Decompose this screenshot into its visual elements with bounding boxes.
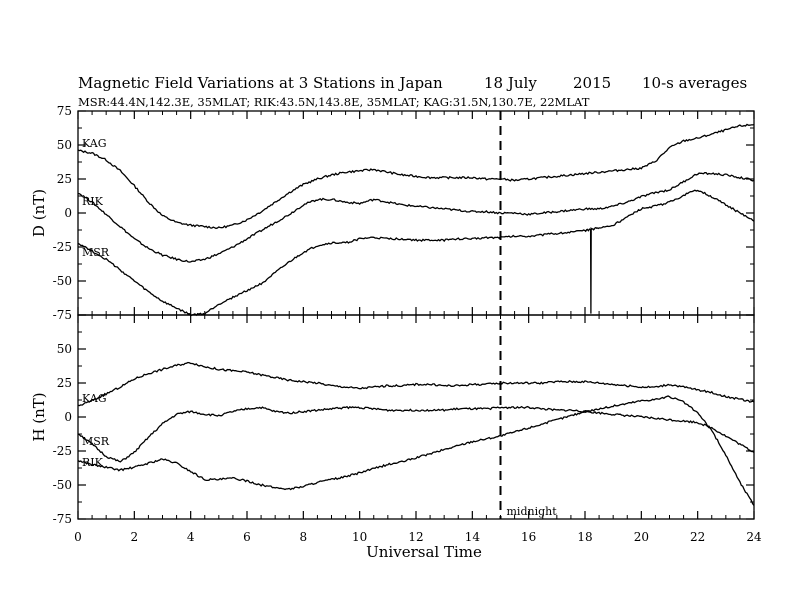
y-tick-label: 0 [64, 410, 72, 424]
chart-title-note: 10-s averages [642, 74, 747, 92]
series-label-rik: RIK [82, 456, 104, 469]
series-line-kag-d [77, 123, 755, 230]
x-tick-label: 20 [634, 530, 649, 544]
series-line-kag-h [77, 361, 755, 407]
x-tick-label: 24 [746, 530, 762, 544]
y-tick-label: 50 [57, 342, 72, 356]
series-layer [77, 123, 755, 506]
chart-title-year: 2015 [573, 74, 611, 92]
y-tick-label: 0 [64, 206, 72, 220]
series-label-kag: KAG [82, 137, 107, 150]
chart-title-date: 18 July [484, 74, 537, 92]
axis-ticks: 0 2 4 6 8 10 12 14 16 18 20 22 247550250-25-50-75502… [53, 104, 762, 544]
x-tick-label: 10 [352, 530, 367, 544]
series-label-msr: MSR [82, 246, 110, 259]
y-tick-label: 25 [57, 376, 72, 390]
x-tick-label: 0 [74, 530, 82, 544]
y-tick-label: 75 [57, 104, 72, 118]
y-axis-label-horizontal: H (nT) [30, 392, 48, 441]
x-tick-label: 4 [187, 530, 195, 544]
chart-title: Magnetic Field Variations at 3 Stations … [78, 74, 443, 92]
y-tick-label: -75 [53, 308, 72, 322]
x-tick-label: 8 [300, 530, 308, 544]
x-tick-label: 12 [408, 530, 423, 544]
series-line-msr-d [77, 189, 755, 317]
y-tick-label: -50 [53, 478, 72, 492]
y-tick-label: -50 [53, 274, 72, 288]
y-tick-label: -25 [53, 240, 72, 254]
chart-subtitle: MSR:44.4N,142.3E, 35MLAT; RIK:43.5N,143.… [78, 95, 590, 109]
series-label-kag: KAG [82, 392, 107, 405]
x-tick-label: 22 [690, 530, 705, 544]
x-tick-label: 6 [243, 530, 251, 544]
midnight-label: midnight [507, 505, 558, 518]
y-tick-label: 25 [57, 172, 72, 186]
x-tick-label: 14 [465, 530, 481, 544]
series-labels: KAG RIK MSR KAG MSR RIK [82, 137, 110, 469]
series-label-rik: RIK [82, 195, 104, 208]
x-axis-label: Universal Time [366, 543, 482, 561]
x-tick-label: 2 [131, 530, 139, 544]
y-tick-label: -75 [53, 512, 72, 526]
series-line-rik-h [77, 395, 755, 506]
series-line-msr-h [77, 405, 755, 463]
y-tick-label: 50 [57, 138, 72, 152]
x-tick-label: 16 [521, 530, 536, 544]
y-tick-label: -25 [53, 444, 72, 458]
y-axis-label-declination: D (nT) [30, 189, 48, 237]
series-label-msr: MSR [82, 435, 110, 448]
x-tick-label: 18 [577, 530, 592, 544]
series-line-rik-d [77, 172, 755, 263]
